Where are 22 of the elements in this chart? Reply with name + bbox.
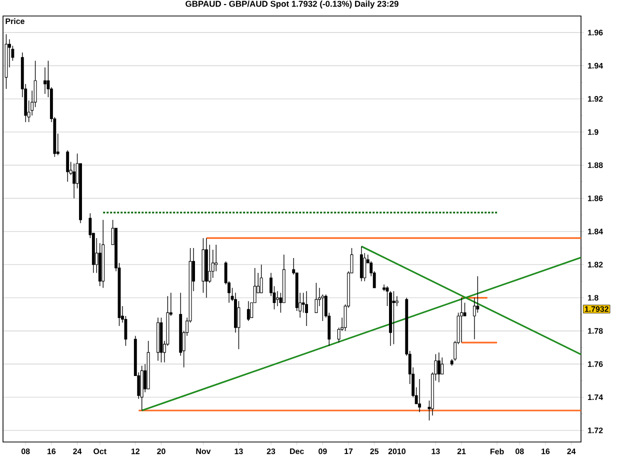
candlestick (392, 290, 396, 345)
candlestick (208, 244, 212, 284)
candlestick (418, 378, 422, 412)
candlestick (72, 163, 76, 199)
candlestick (276, 290, 279, 306)
candlestick (363, 252, 366, 282)
candlestick (246, 300, 250, 322)
candlestick (463, 302, 466, 316)
candlestick (476, 276, 480, 314)
candlestick (360, 246, 363, 282)
candlestick (214, 244, 218, 272)
candlestick (395, 296, 398, 306)
candlestick (44, 67, 46, 94)
candlestick (237, 300, 240, 350)
candlestick (460, 297, 463, 343)
candlestick (66, 150, 70, 182)
candlestick (314, 282, 318, 314)
candlestick (305, 290, 308, 326)
candlestick (440, 357, 444, 374)
candlestick (437, 352, 440, 383)
chart-title: GBPAUD - GBP/AUD Spot 1.7932 (-0.13%) Daily 23:29 (186, 0, 398, 8)
candlestick (260, 264, 263, 294)
